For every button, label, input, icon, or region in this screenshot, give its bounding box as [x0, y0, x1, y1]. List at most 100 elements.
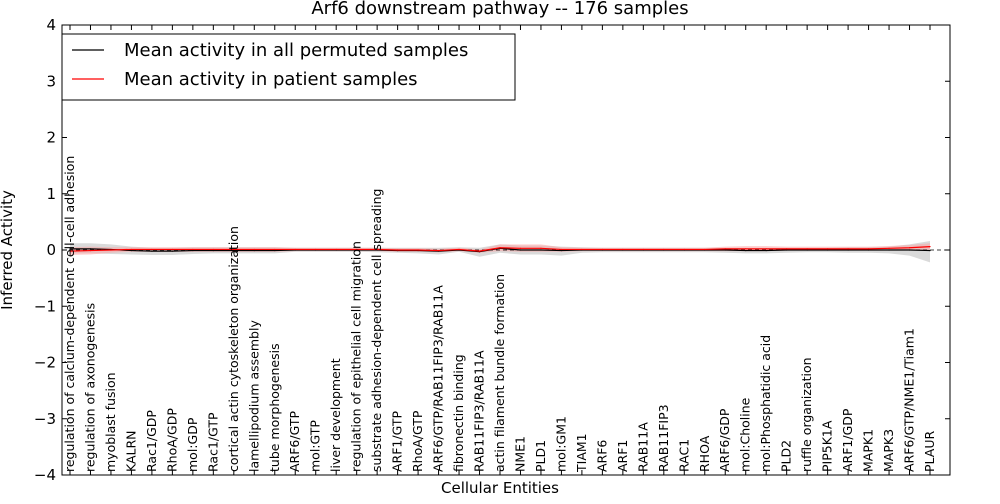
data-point-patient: [724, 248, 726, 250]
confidence-band-patient: [70, 243, 930, 256]
x-tick-label: tube morphogenesis: [267, 343, 282, 472]
x-tick-label: liver development: [328, 358, 343, 472]
x-tick-label: PLD1: [533, 440, 548, 472]
data-point-permuted: [827, 249, 829, 251]
y-tick-label: −2: [34, 354, 56, 372]
x-tick-label: ARF6: [594, 440, 609, 472]
data-point-patient: [581, 248, 583, 251]
data-point-permuted: [806, 249, 808, 251]
data-point-permuted: [253, 249, 255, 252]
x-tick-label: ARF6/GTP/NME1/Tiam1: [902, 328, 917, 472]
data-point-patient: [233, 248, 235, 251]
x-tick-label: actin filament bundle formation: [492, 274, 507, 472]
x-tick-label: Rac1/GTP: [205, 412, 220, 472]
y-tick-label: −4: [34, 466, 56, 484]
data-point-permuted: [929, 249, 931, 252]
x-tick-label: regulation of axonogenesis: [82, 303, 97, 472]
data-point-patient: [601, 248, 603, 251]
data-point-permuted: [847, 249, 849, 251]
data-point-patient: [89, 249, 92, 252]
data-point-patient: [253, 248, 255, 251]
legend-label-patient: Mean activity in patient samples: [124, 69, 418, 90]
data-point-patient: [151, 248, 153, 251]
data-point-patient: [130, 248, 133, 251]
x-tick-label: lamellipodium assembly: [246, 320, 261, 472]
x-tick-label: RhoA/GTP: [410, 410, 425, 472]
data-point-permuted: [212, 249, 214, 252]
data-point-permuted: [724, 249, 726, 251]
x-tick-label: substrate adhesion-dependent cell spread…: [369, 189, 384, 472]
x-tick-label: ARF6/GTP: [287, 411, 302, 472]
x-tick-label: MAPK1: [861, 429, 876, 472]
data-point-permuted: [69, 248, 71, 250]
x-tick-label: Rac1/GDP: [144, 410, 159, 472]
data-point-patient: [274, 248, 276, 251]
x-tick-label: KALRN: [123, 430, 138, 472]
data-point-permuted: [786, 249, 788, 251]
x-tick-label: cortical actin cytoskeleton organization: [226, 226, 241, 472]
x-tick-label: RAB11FIP3/RAB11A: [472, 350, 487, 472]
series-lines: [69, 246, 931, 253]
y-tick-label: 4: [46, 16, 56, 34]
legend: Mean activity in all permuted samples Me…: [61, 33, 516, 101]
data-point-patient: [335, 248, 337, 251]
data-point-patient: [642, 248, 644, 251]
data-point-patient: [806, 248, 808, 250]
data-point-patient: [110, 249, 112, 251]
x-tick-label: RhoA/GDP: [164, 408, 179, 472]
x-tick-label: mol:GTP: [308, 420, 323, 472]
x-tick-label: ARF1/GTP: [390, 411, 405, 472]
x-tick-label: regulation of calcium-dependent cell-cel…: [62, 156, 77, 472]
data-point-patient: [765, 248, 767, 250]
x-tick-label: ARF6/GDP: [717, 408, 732, 472]
x-tick-label: mol:Phosphatidic acid: [758, 335, 773, 472]
y-tick-label: 1: [46, 185, 56, 203]
chart-title: Arf6 downstream pathway -- 176 samples: [311, 0, 688, 19]
y-tick-label: −3: [34, 410, 56, 428]
x-axis-label: Cellular Entities: [441, 479, 559, 497]
data-point-patient: [888, 247, 890, 249]
data-point-patient: [294, 248, 296, 251]
data-point-permuted: [274, 249, 276, 252]
data-point-patient: [663, 248, 665, 251]
data-point-permuted: [745, 249, 747, 252]
x-tick-label: mol:GDP: [185, 417, 200, 472]
data-point-patient: [356, 248, 358, 251]
y-tick-label: −1: [34, 297, 56, 315]
confidence-bands: [70, 241, 930, 263]
data-point-permuted: [130, 249, 133, 252]
data-point-patient: [437, 249, 440, 252]
data-point-patient: [417, 249, 419, 251]
legend-label-permuted: Mean activity in all permuted samples: [124, 40, 468, 61]
data-point-patient: [929, 246, 931, 248]
data-point-patient: [499, 247, 501, 249]
confidence-band-permuted: [70, 241, 930, 263]
x-tick-label: regulation of epithelial cell migration: [349, 241, 364, 472]
data-point-permuted: [888, 249, 890, 251]
data-point-permuted: [233, 249, 235, 252]
data-point-permuted: [540, 249, 542, 251]
x-tick-label: mol:Choline: [738, 397, 753, 472]
x-tick-label: ruffle organization: [799, 357, 814, 472]
data-point-patient: [540, 247, 542, 249]
data-point-patient: [867, 248, 870, 250]
data-point-patient: [212, 248, 214, 251]
x-tick-label: ARF1: [615, 440, 630, 472]
legend-box: [61, 33, 516, 101]
x-tick-label: MAPK3: [881, 429, 896, 472]
data-point-patient: [560, 248, 563, 251]
x-tick-label: RAB11FIP3: [656, 404, 671, 472]
data-point-patient: [69, 250, 71, 252]
data-point-patient: [827, 248, 829, 250]
data-point-patient: [704, 248, 706, 251]
x-tick-label: NME1: [512, 436, 527, 472]
x-axis-ticks: regulation of calcium-dependent cell-cel…: [62, 25, 937, 475]
data-point-permuted: [171, 250, 173, 252]
y-axis-ticks: −4 −3 −2 −1 0 1 2 3 4: [34, 16, 950, 484]
x-tick-label: ARF1/GDP: [840, 408, 855, 472]
data-point-patient: [683, 248, 685, 251]
data-point-patient: [745, 248, 747, 250]
x-tick-label: mol:GM1: [553, 416, 568, 472]
data-point-patient: [458, 248, 460, 251]
data-point-patient: [786, 248, 788, 250]
